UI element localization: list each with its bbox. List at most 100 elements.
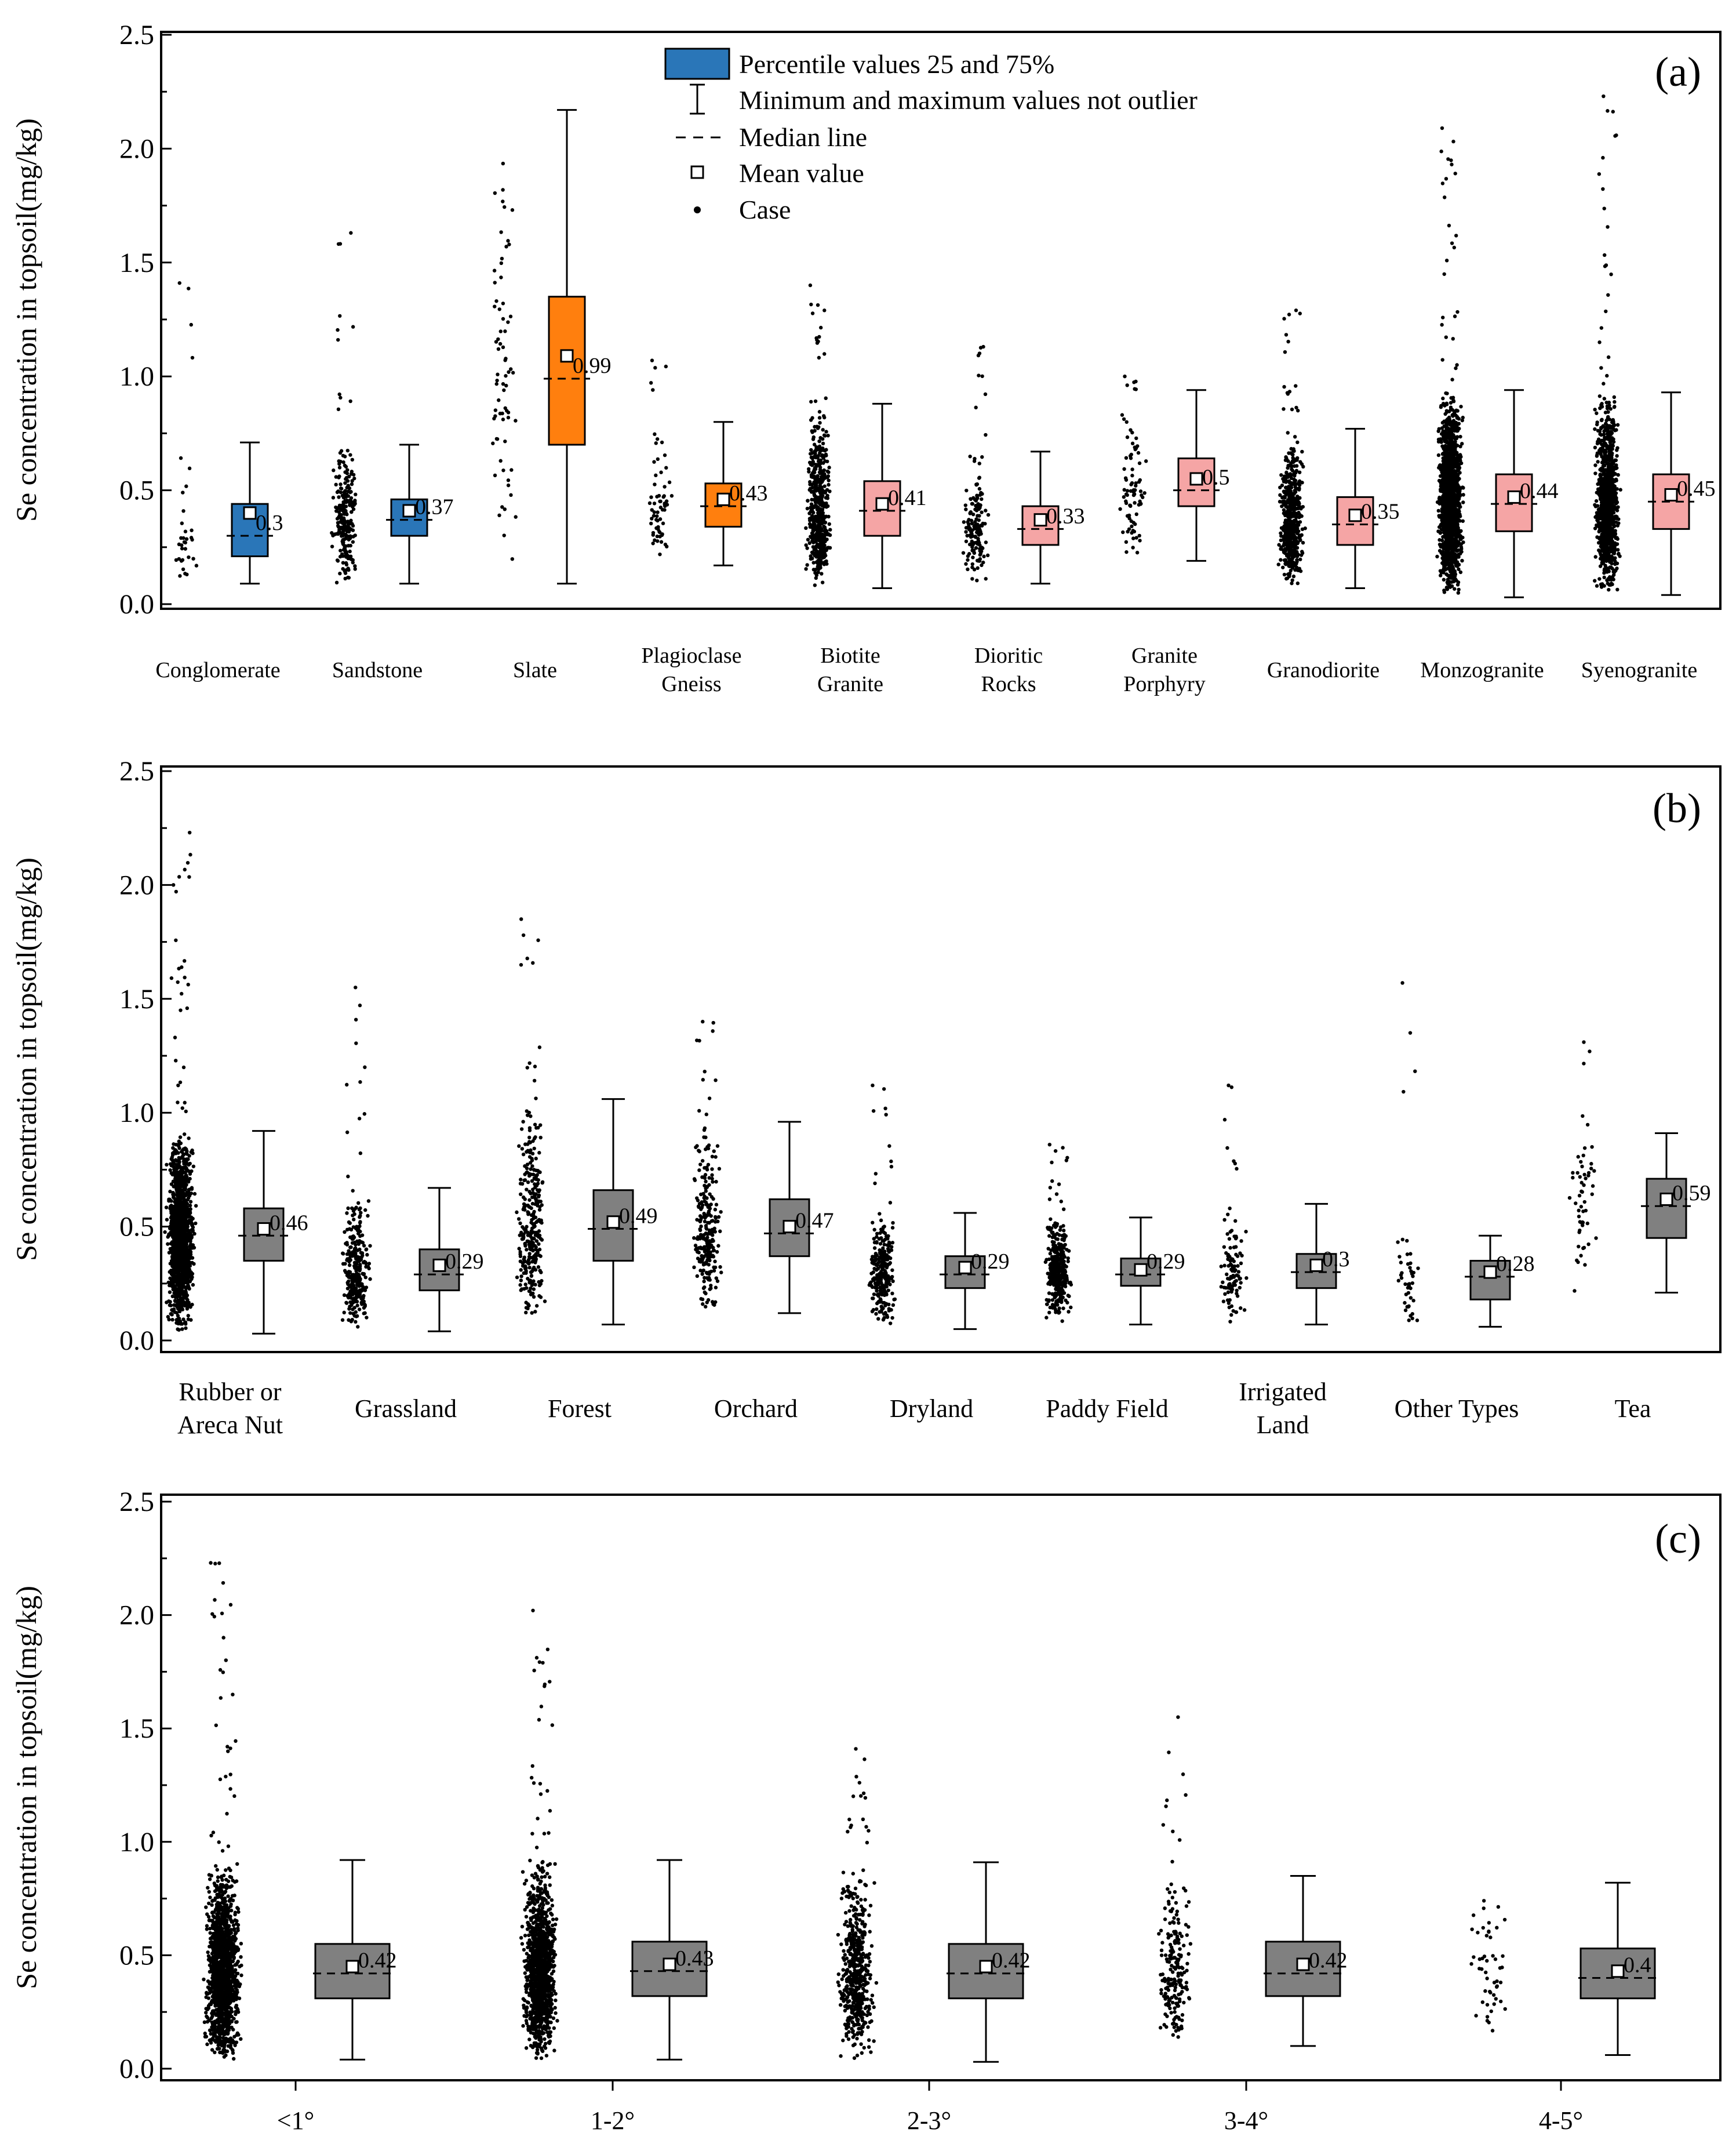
case-point bbox=[1442, 437, 1446, 441]
case-point bbox=[821, 511, 825, 515]
outlier-point bbox=[1294, 308, 1298, 313]
outlier-point bbox=[977, 373, 981, 377]
case-point bbox=[1283, 562, 1287, 566]
case-point bbox=[814, 488, 818, 493]
case-point bbox=[1457, 509, 1461, 514]
outlier-point bbox=[1455, 310, 1460, 314]
case-point bbox=[337, 466, 342, 470]
case-point bbox=[978, 549, 982, 553]
mean-value-label: 0.33 bbox=[1046, 504, 1085, 528]
case-point bbox=[660, 508, 665, 512]
case-point bbox=[1599, 449, 1603, 454]
case-point bbox=[1127, 513, 1131, 518]
case-point bbox=[493, 304, 497, 308]
case-points bbox=[1435, 126, 1465, 595]
case-point bbox=[343, 492, 347, 496]
outlier-point bbox=[1282, 384, 1286, 389]
case-point bbox=[1595, 441, 1600, 446]
case-point bbox=[1603, 468, 1608, 472]
case-point bbox=[1439, 544, 1443, 548]
case-point bbox=[825, 529, 829, 533]
case-point bbox=[1284, 535, 1288, 539]
case-point bbox=[649, 521, 653, 526]
case-point bbox=[341, 453, 345, 458]
case-point bbox=[345, 471, 350, 475]
case-point bbox=[1287, 514, 1291, 518]
case-point bbox=[820, 515, 824, 519]
case-point bbox=[820, 580, 825, 584]
case-point bbox=[1125, 435, 1130, 439]
case-point bbox=[1279, 538, 1283, 543]
case-point bbox=[814, 573, 819, 577]
case-point bbox=[815, 475, 820, 479]
outlier-point bbox=[1606, 109, 1610, 113]
legend-box-swatch bbox=[664, 48, 730, 80]
case-point bbox=[1446, 566, 1450, 571]
outlier-point bbox=[1606, 355, 1611, 359]
case-point bbox=[1456, 591, 1461, 595]
case-point bbox=[1457, 587, 1461, 592]
case-point bbox=[813, 583, 817, 587]
case-point bbox=[1454, 577, 1458, 582]
outlier-point bbox=[1451, 139, 1455, 144]
case-point bbox=[824, 532, 828, 537]
case-point bbox=[1615, 454, 1619, 458]
mean-value-label: 0.41 bbox=[888, 486, 927, 510]
case-point bbox=[1290, 532, 1295, 536]
case-point bbox=[663, 542, 668, 547]
case-point bbox=[973, 541, 977, 545]
case-point bbox=[1127, 517, 1131, 521]
case-point bbox=[661, 521, 665, 525]
case-point bbox=[1449, 448, 1453, 452]
case-point bbox=[816, 511, 820, 515]
outlier-point bbox=[336, 407, 341, 412]
case-point bbox=[1279, 473, 1283, 477]
case-point bbox=[1595, 584, 1599, 588]
case-point bbox=[1603, 463, 1607, 468]
x-label-rocks: Rocks bbox=[981, 672, 1036, 696]
case-point bbox=[807, 488, 811, 492]
case-point bbox=[1125, 489, 1130, 493]
case-point bbox=[963, 503, 968, 507]
case-point bbox=[350, 522, 354, 526]
case-point bbox=[1597, 394, 1602, 398]
case-point bbox=[493, 473, 497, 478]
case-point bbox=[811, 533, 816, 538]
case-point bbox=[827, 482, 831, 487]
case-point bbox=[1290, 528, 1294, 532]
case-point bbox=[1289, 495, 1294, 499]
case-point bbox=[1600, 561, 1604, 565]
case-point bbox=[813, 470, 817, 474]
case-point bbox=[339, 486, 343, 490]
case-point bbox=[985, 553, 990, 558]
outlier-point bbox=[351, 325, 355, 329]
case-point bbox=[177, 542, 181, 547]
case-point bbox=[652, 502, 657, 506]
case-point bbox=[1443, 404, 1447, 408]
case-point bbox=[1435, 500, 1440, 504]
case-point bbox=[506, 483, 511, 488]
case-point bbox=[1458, 457, 1462, 462]
case-point bbox=[1460, 442, 1464, 446]
case-point bbox=[1283, 551, 1287, 555]
case-point bbox=[663, 485, 667, 489]
case-point bbox=[1443, 412, 1447, 416]
case-point bbox=[1444, 464, 1448, 468]
case-point bbox=[817, 439, 821, 444]
case-point bbox=[660, 533, 664, 537]
outlier-point bbox=[817, 335, 821, 339]
panel-b-marks: 0.460.290.49 0.470.29 0.29 0.3 0.280.59 bbox=[163, 830, 1711, 1335]
legend: Percentile values 25 and 75% Minimum and… bbox=[664, 48, 1198, 224]
outlier-point bbox=[1134, 379, 1138, 384]
case-point bbox=[1282, 558, 1287, 562]
outlier-point bbox=[1454, 234, 1458, 238]
case-point bbox=[1292, 492, 1296, 496]
case-point bbox=[822, 552, 827, 556]
case-point bbox=[1606, 415, 1610, 419]
case-point bbox=[1437, 427, 1441, 431]
box bbox=[548, 296, 586, 446]
case-point bbox=[1613, 524, 1617, 528]
outlier-point bbox=[1442, 272, 1446, 276]
case-point bbox=[826, 434, 830, 438]
case-point bbox=[824, 430, 828, 434]
